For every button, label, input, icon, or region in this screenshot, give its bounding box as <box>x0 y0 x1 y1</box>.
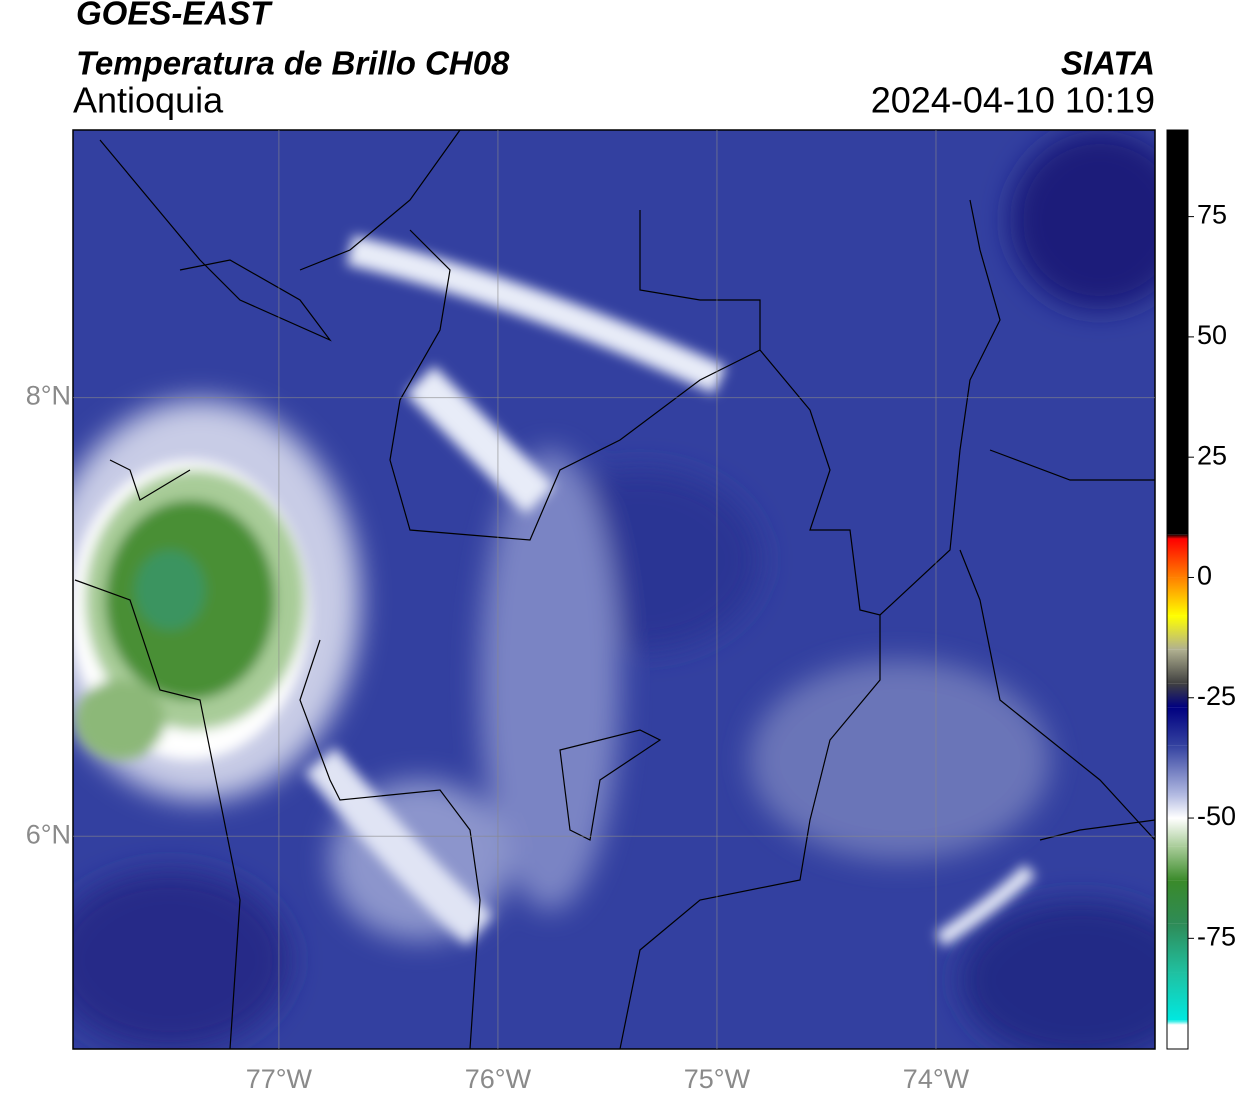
colorbar-segment <box>1167 793 1188 819</box>
region: Antioquia <box>73 80 224 121</box>
colorbar-segment <box>1167 538 1188 578</box>
colorbar-segment <box>1167 615 1188 650</box>
x-tick-label: 75°W <box>684 1064 751 1094</box>
y-tick-label: 8°N <box>26 381 71 411</box>
colorbar-tick-label: -50 <box>1197 801 1236 831</box>
colorbar-segment <box>1167 972 1188 1021</box>
colorbar-segment <box>1167 923 1188 973</box>
x-tick-label: 77°W <box>246 1064 313 1094</box>
x-tick-label: 74°W <box>903 1064 970 1094</box>
map-image <box>73 130 1155 1049</box>
colorbar-segment <box>1167 577 1188 616</box>
datetime: 2024-04-10 10:19 <box>871 80 1155 121</box>
colorbar-segment <box>1167 818 1188 847</box>
colorbar-segment <box>1167 1020 1188 1025</box>
colorbar-segment <box>1167 880 1188 924</box>
colorbar-tick-label: 0 <box>1197 561 1212 591</box>
colorbar-tick-label: -75 <box>1197 921 1236 951</box>
colorbar-frame <box>1166 129 1189 1050</box>
colorbar-segment <box>1167 745 1188 794</box>
x-tick-label: 76°W <box>465 1064 532 1094</box>
colorbar-segment <box>1167 846 1188 881</box>
colorbar-tick-label: -25 <box>1197 681 1236 711</box>
colorbar-segment <box>1167 130 1188 535</box>
colorbar-tick-label: 75 <box>1197 200 1227 230</box>
colorbar-segment <box>1167 649 1188 684</box>
map-frame <box>72 129 1156 1050</box>
colorbar-tick-label: 25 <box>1197 440 1227 470</box>
source: SIATA <box>1061 45 1155 82</box>
colorbar-segment <box>1167 534 1188 539</box>
subtitle: Temperatura de Brillo CH08 <box>76 45 510 82</box>
colorbar-segment <box>1167 707 1188 746</box>
colorbar-segment <box>1167 683 1188 708</box>
colorbar-segment <box>1167 1024 1188 1049</box>
y-tick-label: 6°N <box>26 819 71 849</box>
title: GOES-EAST <box>76 0 273 32</box>
colorbar-tick-label: 50 <box>1197 320 1227 350</box>
